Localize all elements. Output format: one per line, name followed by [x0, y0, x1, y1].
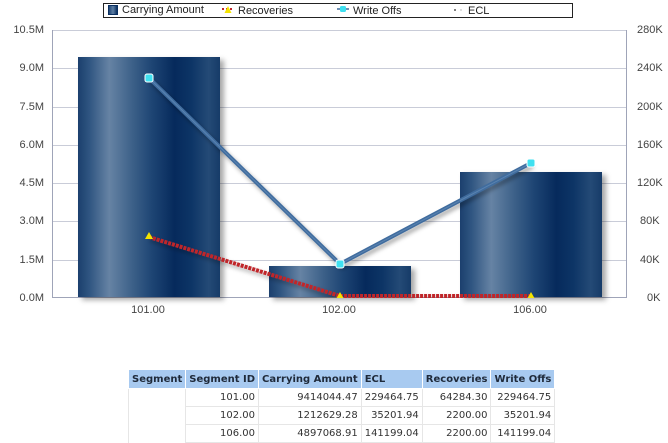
cell-segment: [127, 424, 187, 443]
write-offs-marker: [144, 73, 154, 83]
cell-ecl: 141199.04: [360, 424, 423, 443]
y-axis-right-tick: 240K: [637, 62, 663, 74]
y-axis-left-tick: 3.0M: [19, 215, 44, 227]
column-header-write-offs[interactable]: Write Offs: [490, 369, 556, 389]
table-row: 106.00 4897068.91 141199.04 2200.00 1411…: [127, 424, 556, 443]
recoveries-line: [148, 235, 531, 298]
cell-carrying-amount: 1212629.28: [258, 406, 362, 425]
column-header-segment-id[interactable]: Segment ID: [185, 369, 259, 389]
triangle-marker-icon: [222, 4, 234, 18]
y-axis-left-tick: 1.5M: [19, 254, 44, 266]
gridline: [53, 30, 626, 31]
cell-write-offs: 229464.75: [490, 388, 556, 407]
table-row: 102.00 1212629.28 35201.94 2200.00 35201…: [127, 406, 556, 425]
write-offs-marker: [335, 259, 345, 269]
cell-carrying-amount: 9414044.47: [258, 388, 362, 407]
cell-ecl: 35201.94: [360, 406, 423, 425]
y-axis-left-tick: 6.0M: [19, 139, 44, 151]
data-table: Segment Segment ID Carrying Amount ECL R…: [127, 369, 556, 443]
column-header-ecl[interactable]: ECL: [360, 369, 423, 389]
write-offs-line: [147, 76, 532, 266]
cell-recoveries: 64284.30: [421, 388, 492, 407]
bar-carrying-amount-101[interactable]: [78, 57, 220, 297]
recoveries-marker: [336, 292, 344, 298]
y-axis-left-tick: 0.0M: [19, 292, 44, 304]
y-axis-right-tick: 80K: [640, 215, 660, 227]
plot-area: [52, 30, 627, 298]
chart-legend: Carrying Amount Recoveries Write Offs EC…: [103, 3, 573, 18]
gridline: [53, 221, 626, 222]
recoveries-marker: [527, 292, 535, 298]
cell-segment-id: 101.00: [185, 388, 259, 407]
cell-write-offs: 141199.04: [490, 424, 556, 443]
legend-label: Recoveries: [238, 4, 294, 17]
cell-recoveries: 2200.00: [421, 406, 492, 425]
bar-carrying-amount-106[interactable]: [460, 172, 602, 297]
column-header-carrying-amount[interactable]: Carrying Amount: [258, 369, 362, 389]
y-axis-left-tick: 10.5M: [13, 24, 44, 36]
cell-recoveries: 2200.00: [421, 424, 492, 443]
y-axis-left-tick: 9.0M: [19, 62, 44, 74]
bar-swatch-icon: [108, 5, 118, 16]
legend-item-recoveries[interactable]: Recoveries: [222, 4, 293, 17]
x-axis-tick: 102.00: [322, 304, 356, 316]
table-row: 101.00 9414044.47 229464.75 64284.30 229…: [127, 388, 556, 407]
dot-marker-icon: [452, 4, 464, 18]
x-axis-tick: 106.00: [513, 304, 547, 316]
cell-write-offs: 35201.94: [490, 406, 556, 425]
legend-label: ECL: [468, 4, 490, 17]
x-axis-tick: 101.00: [131, 304, 165, 316]
y-axis-right-tick: 40K: [640, 254, 660, 266]
y-axis-right-tick: 120K: [637, 177, 663, 189]
recoveries-marker: [145, 232, 153, 239]
cell-segment: [127, 388, 187, 407]
y-axis-right-tick: 160K: [637, 139, 663, 151]
y-axis-left-tick: 4.5M: [19, 177, 44, 189]
line-series-overlay: [144, 73, 536, 298]
y-axis-right-tick: 200K: [637, 101, 663, 113]
column-header-recoveries[interactable]: Recoveries: [421, 369, 492, 389]
gridline: [53, 183, 626, 184]
table-header-row: Segment Segment ID Carrying Amount ECL R…: [127, 369, 556, 389]
column-header-segment[interactable]: Segment: [127, 369, 187, 389]
cell-ecl: 229464.75: [360, 388, 423, 407]
cell-carrying-amount: 4897068.91: [258, 424, 362, 443]
gridline: [53, 145, 626, 146]
y-axis-right-tick: 0K: [647, 292, 661, 304]
square-marker-icon: [337, 4, 349, 18]
legend-item-carrying-amount[interactable]: Carrying Amount: [108, 4, 204, 17]
legend-label: Write Offs: [353, 4, 402, 17]
legend-item-ecl[interactable]: ECL: [452, 4, 489, 17]
write-offs-marker: [526, 158, 536, 168]
gridline: [53, 68, 626, 69]
cell-segment: [127, 406, 187, 425]
cell-segment-id: 102.00: [185, 406, 259, 425]
cell-segment-id: 106.00: [185, 424, 259, 443]
y-axis-left-tick: 7.5M: [19, 101, 44, 113]
legend-item-write-offs[interactable]: Write Offs: [337, 4, 402, 17]
legend-label: Carrying Amount: [122, 4, 204, 16]
y-axis-right-tick: 280K: [637, 24, 663, 36]
gridline: [53, 107, 626, 108]
